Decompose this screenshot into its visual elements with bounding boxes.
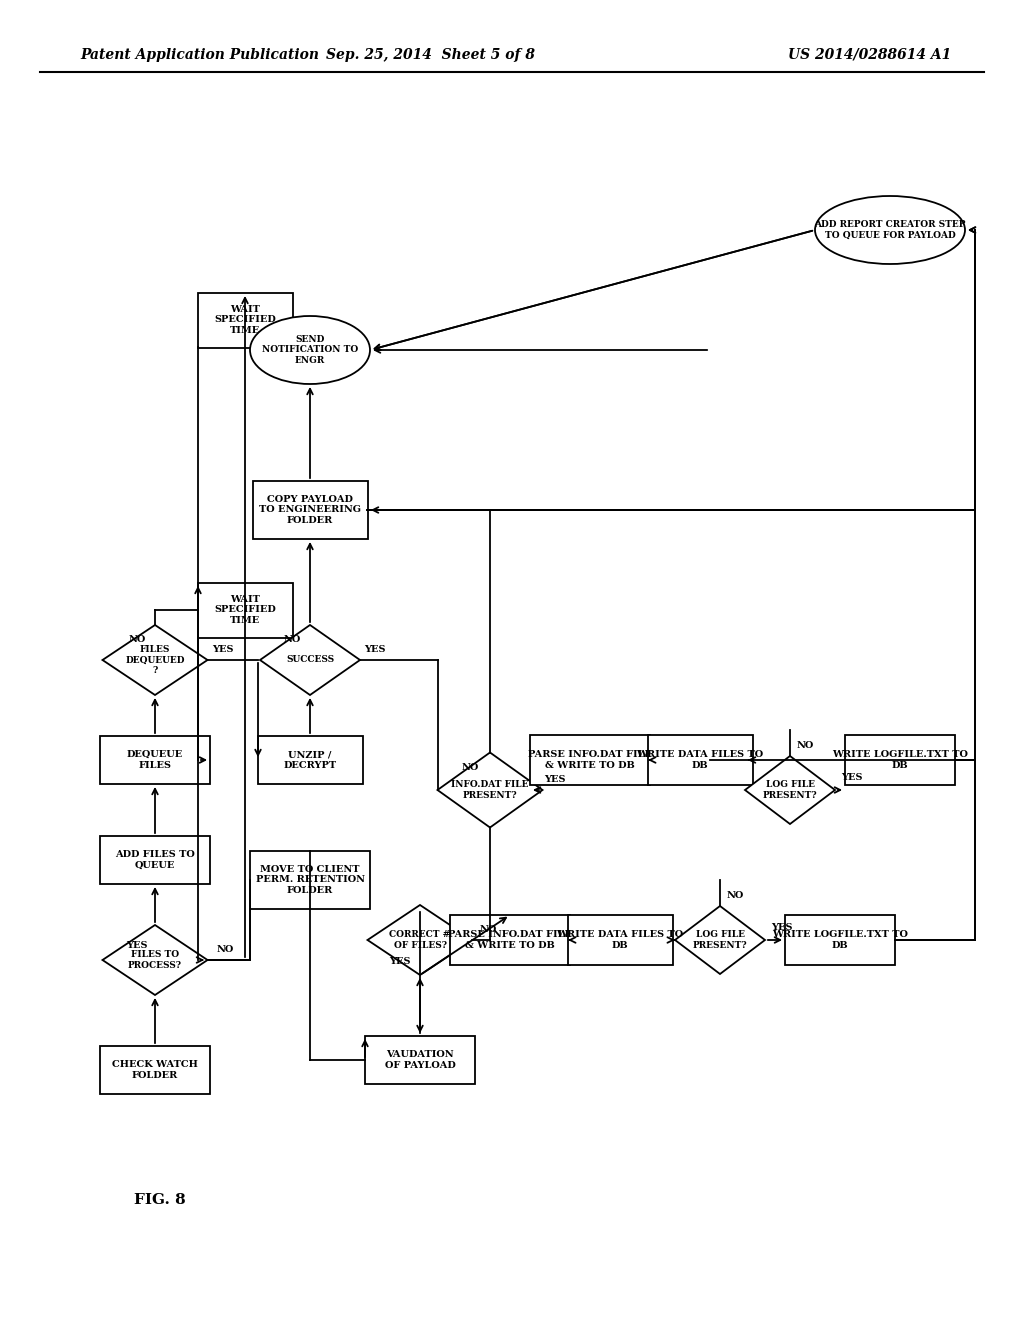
Polygon shape [102,925,208,995]
Text: FIG. 8: FIG. 8 [134,1193,186,1206]
Bar [253,480,368,539]
Bar [100,1045,210,1094]
Polygon shape [260,624,360,696]
Text: COPY PAYLOAD
TO ENGINEERING
FOLDER: COPY PAYLOAD TO ENGINEERING FOLDER [259,495,361,525]
Bar [250,851,370,909]
Text: CHECK WATCH
FOLDER: CHECK WATCH FOLDER [112,1060,198,1080]
Bar [785,915,895,965]
Text: NO: NO [128,635,145,644]
Text: YES: YES [389,957,411,966]
Bar [257,737,362,784]
Text: YES: YES [842,774,863,783]
Text: VAUDATION
OF PAYLOAD: VAUDATION OF PAYLOAD [385,1051,456,1069]
Text: FILES TO
PROCESS?: FILES TO PROCESS? [128,950,182,970]
Text: NO: NO [284,635,301,644]
Text: NO: NO [479,925,497,935]
Text: NO: NO [726,891,743,899]
Polygon shape [745,756,835,824]
Text: INFO.DAT FILE
PRESENT?: INFO.DAT FILE PRESENT? [452,780,528,800]
Text: US 2014/0288614 A1: US 2014/0288614 A1 [788,48,951,62]
Bar [365,1036,475,1084]
Text: LOG FILE
PRESENT?: LOG FILE PRESENT? [692,931,748,949]
Polygon shape [368,906,472,975]
Text: YES: YES [544,776,565,784]
Text: WRITE LOGFILE.TXT TO
DB: WRITE LOGFILE.TXT TO DB [772,931,908,949]
Text: WRITE DATA FILES TO
DB: WRITE DATA FILES TO DB [556,931,684,949]
Text: YES: YES [771,924,793,932]
Text: WAIT
SPECIFIED
TIME: WAIT SPECIFIED TIME [214,305,275,335]
Bar [100,737,210,784]
Text: YES: YES [212,645,233,655]
Text: ADD FILES TO
QUEUE: ADD FILES TO QUEUE [115,850,195,870]
Text: YES: YES [126,940,147,949]
Text: NO: NO [797,741,814,750]
Text: UNZIP /
DECRYPT: UNZIP / DECRYPT [284,750,337,770]
Bar [100,836,210,884]
Text: DEQUEUE
FILES: DEQUEUE FILES [127,750,183,770]
Bar [530,735,650,785]
Text: YES: YES [365,645,386,655]
Text: MOVE TO CLIENT
PERM. RETENTION
FOLDER: MOVE TO CLIENT PERM. RETENTION FOLDER [256,865,365,895]
Polygon shape [437,752,543,828]
Bar [450,915,570,965]
Text: CORRECT #
OF FILES?: CORRECT # OF FILES? [389,931,451,949]
Bar [647,735,753,785]
Text: Patent Application Publication: Patent Application Publication [80,48,319,62]
Text: SEND
NOTIFICATION TO
ENGR: SEND NOTIFICATION TO ENGR [262,335,358,364]
Bar [198,582,293,638]
Text: WAIT
SPECIFIED
TIME: WAIT SPECIFIED TIME [214,595,275,624]
Bar [567,915,673,965]
Bar [845,735,955,785]
Text: NO: NO [462,763,478,772]
Polygon shape [675,906,765,974]
Text: NO: NO [216,945,233,954]
Text: Sep. 25, 2014  Sheet 5 of 8: Sep. 25, 2014 Sheet 5 of 8 [326,48,535,62]
Text: FILES
DEQUEUED
?: FILES DEQUEUED ? [125,645,184,675]
Text: LOG FILE
PRESENT?: LOG FILE PRESENT? [763,780,817,800]
Polygon shape [102,624,208,696]
Text: PARSE INFO.DAT FILE
& WRITE TO DB: PARSE INFO.DAT FILE & WRITE TO DB [449,931,572,949]
Ellipse shape [815,195,965,264]
Ellipse shape [250,315,370,384]
Text: WRITE LOGFILE.TXT TO
DB: WRITE LOGFILE.TXT TO DB [833,750,968,770]
Bar [198,293,293,347]
Text: PARSE INFO.DAT FILE
& WRITE TO DB: PARSE INFO.DAT FILE & WRITE TO DB [528,750,652,770]
Text: ADD REPORT CREATOR STEP
TO QUEUE FOR PAYLOAD: ADD REPORT CREATOR STEP TO QUEUE FOR PAY… [814,220,966,240]
Text: SUCCESS: SUCCESS [286,656,334,664]
Text: WRITE DATA FILES TO
DB: WRITE DATA FILES TO DB [637,750,764,770]
